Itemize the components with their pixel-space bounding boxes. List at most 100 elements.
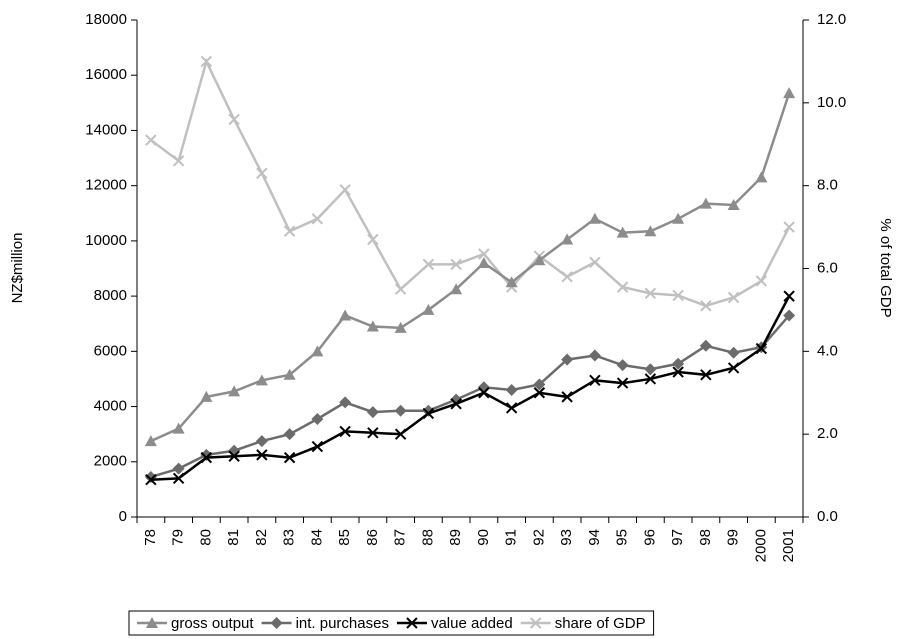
data-point: [755, 342, 768, 355]
data-point: [200, 390, 213, 402]
y-tick-label: 18000: [85, 11, 127, 28]
data-point: [561, 391, 573, 403]
data-point: [616, 281, 629, 293]
data-point: [727, 291, 740, 304]
data-point: [672, 357, 685, 370]
legend-label: value added: [431, 615, 513, 632]
data-point: [477, 256, 490, 268]
y2-tick-label: 10.0: [817, 94, 846, 111]
x-tick-label: 78: [142, 529, 159, 546]
y-tick-label: 16000: [85, 66, 127, 83]
y2-tick-label: 8.0: [817, 177, 838, 194]
y-tick-label: 8000: [94, 287, 127, 304]
y-tick-label: 12000: [85, 177, 127, 194]
y-tick-label: 14000: [85, 121, 127, 138]
y2-tick-label: 0.0: [817, 508, 838, 525]
x-tick-label: 86: [364, 529, 381, 546]
data-point: [394, 404, 407, 417]
data-point: [394, 283, 407, 295]
data-point: [450, 398, 462, 410]
data-point: [478, 387, 490, 399]
data-point: [256, 167, 268, 179]
x-tick-label: 93: [558, 529, 575, 546]
data-point: [533, 387, 546, 399]
x-tick-label: 99: [725, 529, 742, 546]
data-point: [588, 212, 601, 224]
data-point: [644, 225, 657, 237]
data-point: [339, 309, 352, 321]
data-point: [228, 113, 240, 126]
x-tick-label: 87: [392, 529, 409, 546]
data-point: [144, 435, 157, 447]
data-point: [755, 275, 768, 287]
data-point: [200, 451, 213, 464]
data-point: [783, 221, 795, 233]
legend: gross output int. purchases value added sha…: [128, 610, 655, 636]
series-line: [150, 57, 791, 308]
x-tick-label: 96: [641, 529, 658, 546]
data-point: [616, 226, 629, 238]
data-point: [783, 290, 795, 302]
data-point: [228, 450, 240, 462]
data-point: [394, 321, 407, 333]
data-point: [505, 402, 518, 414]
data-point: [561, 233, 574, 245]
series-line: [150, 295, 791, 481]
data-point: [727, 198, 740, 210]
data-point: [700, 300, 712, 312]
data-point: [311, 440, 324, 453]
data-point: [616, 377, 629, 389]
y-tick-label: 2000: [94, 453, 127, 470]
y-tick-label: 0: [119, 508, 127, 525]
data-point: [505, 276, 518, 288]
data-point: [478, 248, 490, 260]
legend-marker: [146, 617, 158, 628]
legend-box: [128, 610, 655, 636]
data-point: [589, 256, 601, 268]
legend-marker: [529, 617, 542, 629]
x-tick-label: 79: [170, 529, 187, 546]
data-point: [672, 366, 684, 378]
data-point: [200, 55, 213, 68]
x-tick-label: 97: [669, 529, 686, 546]
legend-label: share of GDP: [555, 615, 646, 632]
data-point: [644, 363, 657, 376]
data-point: [311, 345, 324, 357]
y2-tick-label: 4.0: [817, 342, 838, 359]
x-tick-label: 89: [447, 529, 464, 546]
legend-marker: [270, 617, 283, 629]
legend-label: int. purchases: [296, 615, 389, 632]
data-point: [672, 289, 684, 302]
data-point: [533, 378, 546, 391]
y2-tick-label: 6.0: [817, 259, 838, 276]
x-tick-label: 85: [336, 529, 353, 546]
data-point: [311, 412, 324, 425]
data-point: [644, 287, 657, 300]
data-point: [339, 425, 351, 438]
data-point: [422, 303, 435, 315]
y2-tick-label: 12.0: [817, 11, 846, 28]
x-tick-label: 92: [530, 529, 547, 546]
data-point: [366, 320, 379, 332]
data-point: [561, 353, 574, 366]
x-tick-label: 88: [419, 529, 436, 546]
data-point: [644, 373, 657, 385]
data-point: [283, 428, 296, 441]
data-point: [283, 451, 296, 464]
x-tick-label: 83: [281, 529, 298, 546]
x-tick-label: 84: [308, 529, 325, 546]
x-tick-label: 2000: [752, 529, 769, 562]
x-tick-label: 82: [253, 529, 270, 546]
x-tick-label: 95: [614, 529, 631, 546]
data-point: [172, 155, 185, 167]
legend-label: gross output: [171, 615, 254, 632]
x-tick-label: 94: [586, 529, 603, 546]
legend-marker: [406, 617, 418, 629]
data-point: [366, 406, 379, 419]
data-point: [450, 258, 462, 271]
data-point: [727, 346, 740, 359]
series-line: [150, 92, 791, 443]
data-point: [172, 462, 185, 475]
x-tick-label: 90: [475, 529, 492, 546]
